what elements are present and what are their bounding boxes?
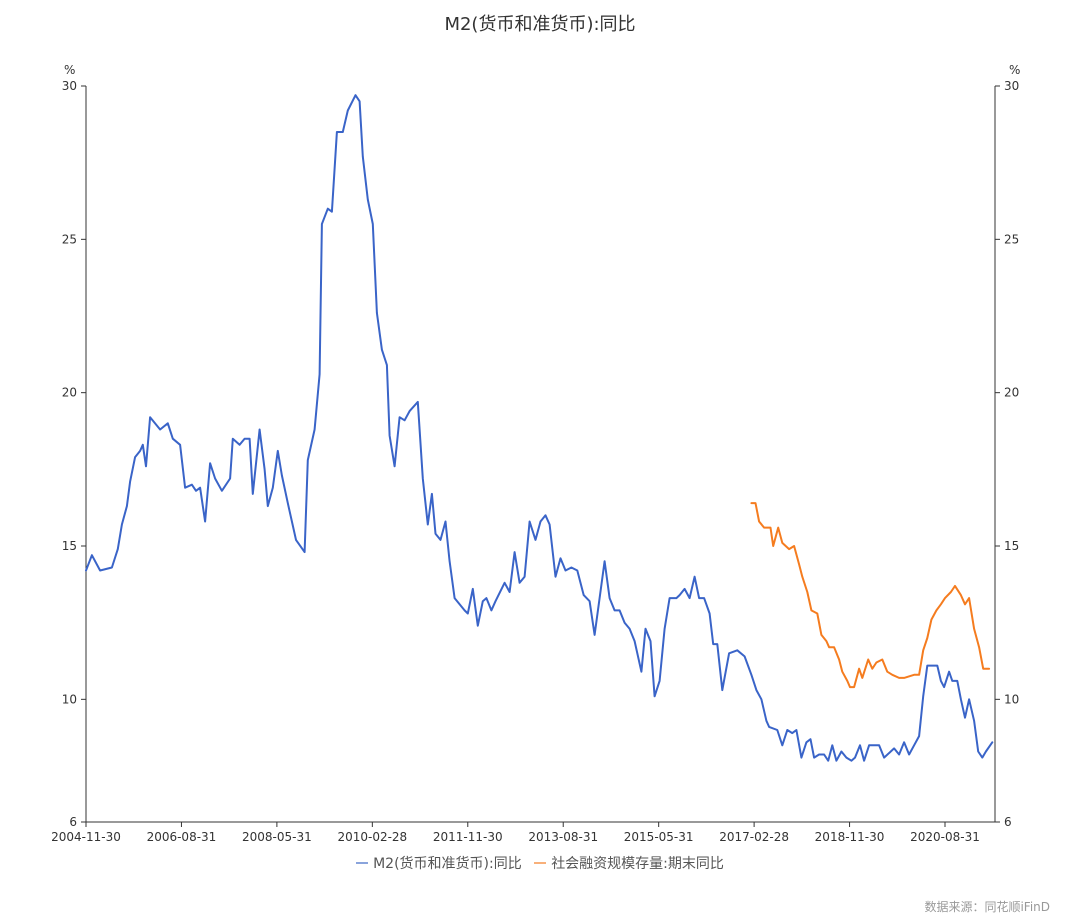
- y-tick-label-right: 25: [1004, 232, 1019, 246]
- series-line-m2: [85, 94, 994, 762]
- x-tick-label: 2020-08-31: [910, 830, 980, 844]
- y-tick-label-left: 25: [62, 232, 77, 246]
- data-source: 数据来源：同花顺iFinD: [924, 900, 1050, 914]
- y-tick-label-right: 10: [1004, 692, 1019, 706]
- x-tick-label: 2010-02-28: [337, 830, 407, 844]
- legend-item-social-financing[interactable]: 社会融资规模存量:期末同比: [534, 853, 724, 873]
- y-tick-label-left: 10: [62, 692, 77, 706]
- y-tick-label-left: 15: [62, 539, 77, 553]
- x-tick-label: 2013-08-31: [528, 830, 598, 844]
- legend-item-m2[interactable]: M2(货币和准货币):同比: [356, 853, 522, 873]
- series-line-social-financing: [750, 502, 991, 689]
- legend-swatch-social-financing: [534, 862, 547, 864]
- x-tick-label: 2015-05-31: [624, 830, 694, 844]
- y-axis-left-unit: %: [64, 63, 75, 77]
- chart-title: M2(货币和准货币):同比: [444, 14, 636, 35]
- x-tick-label: 2004-11-30: [51, 830, 121, 844]
- y-tick-label-left: 20: [62, 386, 77, 400]
- y-axis-right-unit: %: [1009, 63, 1020, 77]
- y-tick-label-right: 20: [1004, 386, 1019, 400]
- legend-swatch-m2: [356, 862, 369, 864]
- x-tick-label: 2018-11-30: [815, 830, 885, 844]
- x-tick-label: 2011-11-30: [433, 830, 503, 844]
- legend: M2(货币和准货币):同比 社会融资规模存量:期末同比: [0, 852, 1080, 873]
- x-tick-label: 2017-02-28: [719, 830, 789, 844]
- y-tick-label-left: 30: [62, 79, 77, 93]
- legend-label-social-financing: 社会融资规模存量:期末同比: [551, 856, 724, 872]
- y-tick-label-right: 6: [1004, 815, 1012, 829]
- legend-label-m2: M2(货币和准货币):同比: [373, 856, 522, 872]
- y-tick-label-right: 15: [1004, 539, 1019, 553]
- y-tick-label-right: 30: [1004, 79, 1019, 93]
- x-tick-label: 2006-08-31: [147, 830, 217, 844]
- line-chart: % % 6 6 10 10 15 15 20 20 25 25 30 30 2004-11-30 2006-0…: [51, 63, 1020, 844]
- y-tick-label-left: 6: [69, 815, 77, 829]
- x-tick-label: 2008-05-31: [242, 830, 312, 844]
